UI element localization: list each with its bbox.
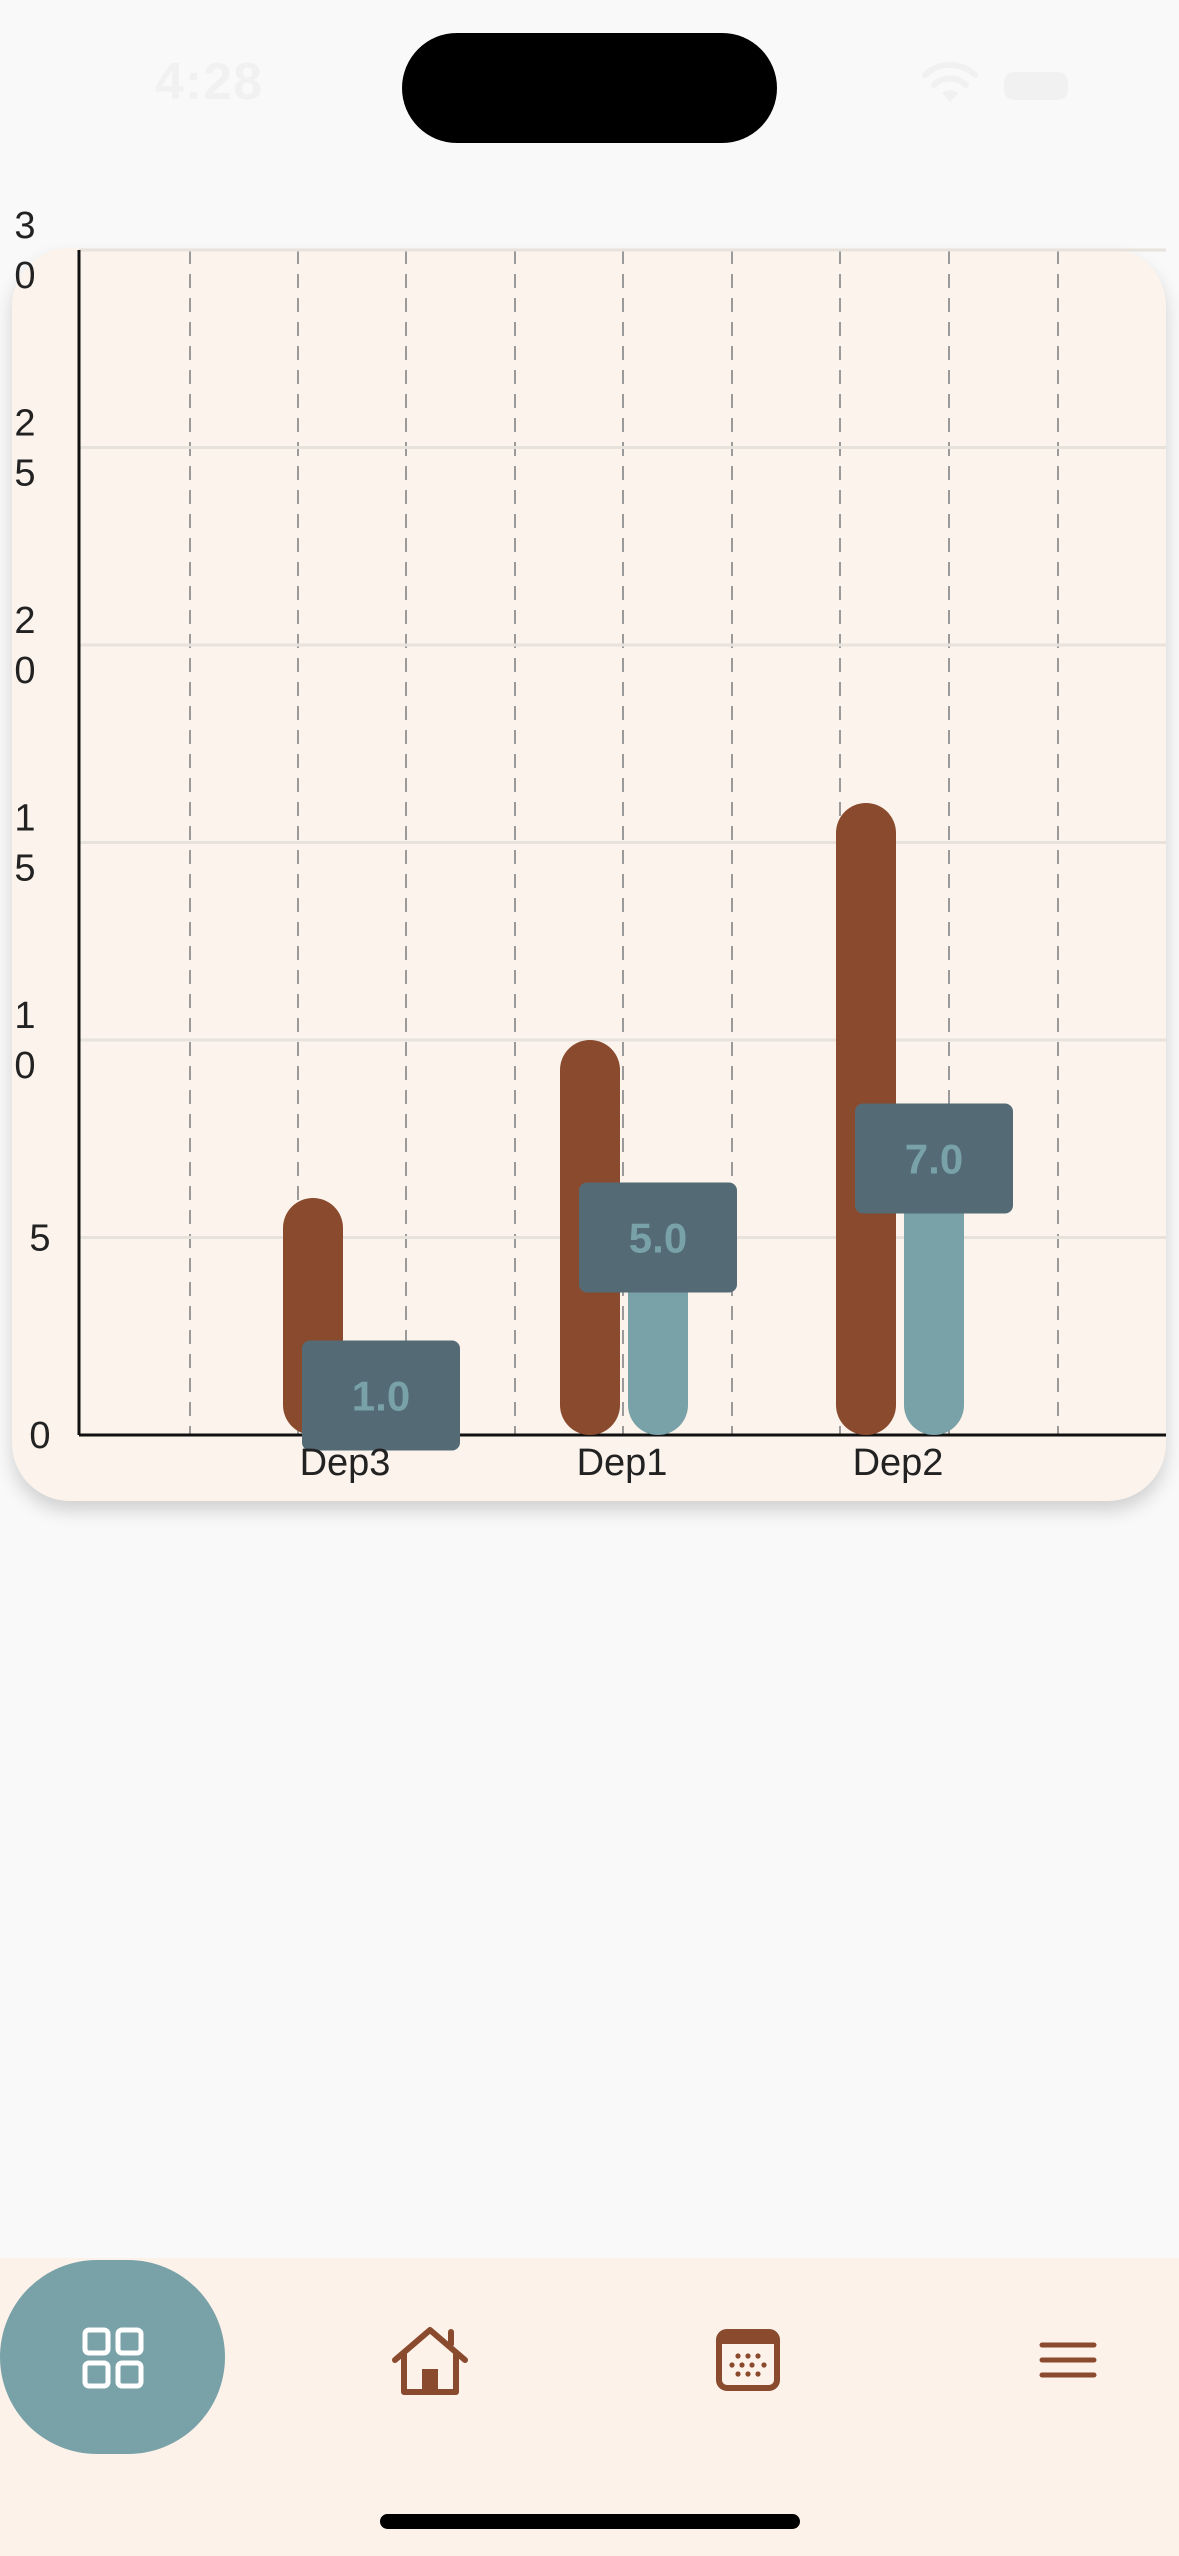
nav-menu-button[interactable]	[1008, 2300, 1128, 2420]
x-tick-label: Dep1	[577, 1442, 668, 1484]
wifi-icon	[922, 62, 978, 102]
status-time: 4:28	[155, 53, 264, 111]
bar	[904, 1158, 964, 1435]
nav-active-indicator	[0, 2260, 225, 2454]
status-bar: 4:28	[0, 0, 1179, 150]
chart-axes	[77, 250, 1166, 1437]
menu-icon	[1039, 2342, 1097, 2378]
value-label: 5.0	[629, 1215, 687, 1262]
nav-grid-button[interactable]	[55, 2300, 170, 2415]
calendar-icon	[716, 2329, 780, 2391]
y-tick-label: 5	[29, 1218, 50, 1260]
value-tooltip	[579, 1182, 737, 1293]
battery-icon	[1004, 72, 1068, 100]
x-tick-label: Dep3	[300, 1442, 391, 1484]
y-tick-label: 0	[29, 1415, 50, 1457]
home-indicator	[380, 2514, 800, 2529]
bar-chart: 0 5 1 0 1 5 2 0 2 5 3 0 1.0 Dep3 5.0 Dep1 7.0 Dep2	[14, 205, 1166, 1484]
x-tick-label: Dep2	[853, 1442, 944, 1484]
nav-home-button[interactable]	[370, 2300, 490, 2420]
value-tooltip	[855, 1103, 1013, 1214]
value-label: 1.0	[352, 1373, 410, 1420]
grid-icon	[82, 2327, 143, 2388]
value-tooltip	[302, 1340, 460, 1451]
chart-labels: 0 5 1 0 1 5 2 0 2 5 3 0 1.0 Dep3 5.0 Dep1 7.0 Dep2	[14, 205, 1013, 1484]
home-icon	[392, 2327, 468, 2395]
nav-calendar-button[interactable]	[688, 2300, 808, 2420]
value-label: 7.0	[905, 1136, 963, 1183]
dynamic-island	[402, 33, 777, 143]
